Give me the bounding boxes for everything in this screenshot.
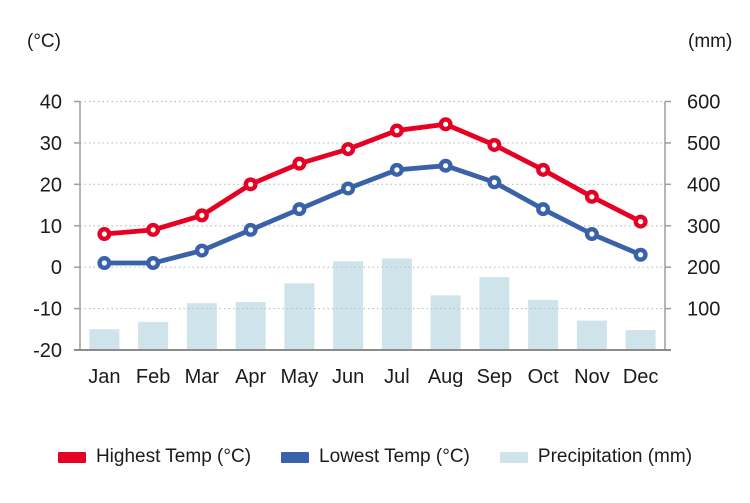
data-point-jun (341, 181, 356, 196)
right-tick-label-600: 600 (687, 92, 720, 114)
data-point-nov (584, 227, 599, 242)
chart-legend: Highest Temp (°C) Lowest Temp (°C) Precipi… (0, 443, 750, 471)
precip-bar-jul (381, 258, 412, 350)
highest-temp-line (97, 117, 648, 242)
left-tick-label-0: 0 (51, 257, 62, 279)
x-tick-label-dec: Dec (623, 366, 659, 388)
line-path (101, 121, 644, 237)
x-tick-label-oct: Oct (528, 366, 560, 388)
data-point-oct (536, 162, 551, 177)
lowest-temp-line (97, 158, 648, 271)
legend-item: Lowest Temp (°C) (281, 446, 470, 468)
data-point-jan (97, 256, 112, 271)
x-tick-label-jul: Jul (384, 366, 410, 388)
data-point-jul (389, 123, 404, 138)
precip-bar-jun (333, 261, 364, 350)
x-tick-label-nov: Nov (574, 366, 610, 388)
data-point-dec (633, 247, 648, 262)
gridlines (80, 100, 665, 310)
data-point-jul (389, 162, 404, 177)
precip-bar-feb (138, 321, 169, 350)
x-tick-label-sep: Sep (477, 366, 513, 388)
data-point-aug (438, 158, 453, 173)
x-tick-label-jun: Jun (332, 366, 364, 388)
precip-bar-dec (625, 330, 656, 350)
left-tick-label-10: 10 (40, 216, 62, 238)
left-axis-unit-label: (°C) (27, 31, 61, 52)
legend-item: Precipitation (mm) (499, 446, 693, 468)
legend-swatch-icon (57, 451, 86, 463)
data-point-feb (146, 222, 161, 237)
x-tick-label-may: May (280, 366, 318, 388)
legend-item: Highest Temp (°C) (57, 446, 252, 468)
legend-label: Lowest Temp (°C) (319, 446, 470, 467)
left-tick-label--20: -20 (33, 340, 62, 362)
data-point-mar (194, 243, 209, 258)
data-point-jan (97, 227, 112, 242)
precip-bar-mar (186, 303, 217, 350)
data-point-oct (536, 202, 551, 217)
right-tick-label-500: 500 (687, 133, 720, 155)
line-path (101, 163, 644, 266)
data-point-jun (341, 142, 356, 157)
data-point-sep (487, 137, 502, 152)
precip-bar-jan (89, 329, 120, 350)
x-tick-label-jan: Jan (88, 366, 120, 388)
data-point-dec (633, 214, 648, 229)
precip-bar-may (284, 283, 315, 350)
legend-label: Precipitation (mm) (537, 446, 693, 467)
precip-bar-aug (430, 295, 461, 350)
x-tick-label-aug: Aug (428, 366, 464, 388)
right-tick-label-200: 200 (687, 257, 720, 279)
x-tick-label-feb: Feb (136, 366, 170, 388)
data-point-apr (243, 177, 258, 192)
precipitation-bars (89, 258, 656, 350)
left-tick-label-30: 30 (40, 133, 62, 155)
precip-bar-oct (528, 299, 559, 350)
right-axis-unit-label: (mm) (688, 31, 733, 52)
legend-label: Highest Temp (°C) (95, 446, 252, 467)
x-tick-label-mar: Mar (185, 366, 220, 388)
right-tick-label-300: 300 (687, 216, 720, 238)
data-point-may (292, 156, 307, 171)
precip-bar-apr (235, 301, 266, 350)
legend-swatch-icon (499, 451, 528, 463)
data-point-mar (194, 208, 209, 223)
legend-swatch-icon (281, 451, 310, 463)
data-point-apr (243, 222, 258, 237)
left-tick-label--10: -10 (33, 299, 62, 321)
left-tick-label-40: 40 (40, 92, 62, 114)
axes (74, 100, 671, 351)
left-tick-label-20: 20 (40, 174, 62, 196)
right-tick-label-400: 400 (687, 174, 720, 196)
right-tick-label-100: 100 (687, 299, 720, 321)
data-point-aug (438, 117, 453, 132)
precip-bar-nov (576, 320, 607, 350)
precip-bar-sep (479, 277, 510, 350)
data-point-feb (146, 256, 161, 271)
x-tick-label-apr: Apr (235, 366, 266, 388)
data-point-may (292, 202, 307, 217)
data-point-nov (584, 189, 599, 204)
data-point-sep (487, 175, 502, 190)
